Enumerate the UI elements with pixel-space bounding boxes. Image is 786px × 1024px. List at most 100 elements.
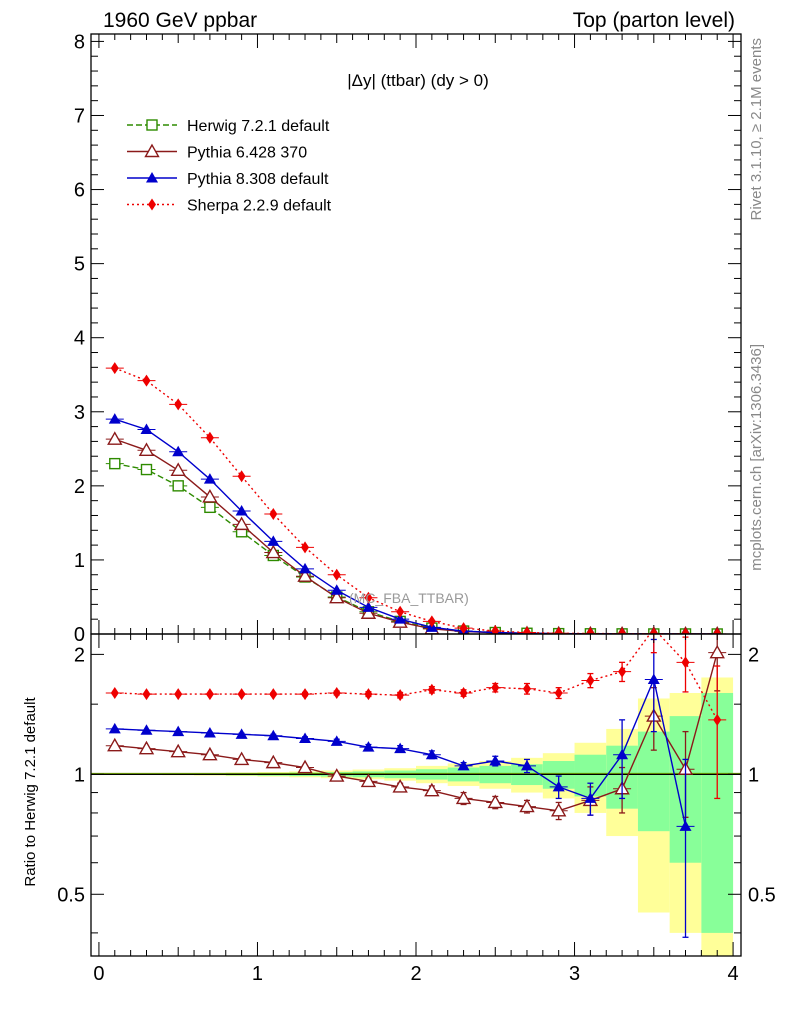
ratio-point (108, 722, 121, 734)
ratio-point (487, 794, 503, 809)
ratio-ytick-label: 2 (74, 644, 85, 666)
main-point (172, 480, 184, 492)
main-ytick-label: 6 (74, 180, 85, 202)
ratio-point (235, 728, 248, 739)
main-point (142, 374, 151, 387)
ratio-y-axis: 0.5 0.5 1 1 2 2 (57, 644, 776, 934)
ratio-ytick-label: 0.5 (57, 884, 85, 906)
ratio-point (491, 681, 500, 694)
main-ytick-label: 0 (74, 624, 85, 646)
legend-entry: Pythia 6.428 370 (127, 143, 307, 162)
ratio-xtick-label: 2 (410, 963, 421, 985)
main-ytick-label: 5 (74, 254, 85, 276)
main-point (459, 622, 468, 634)
ratio-point (330, 735, 343, 746)
legend: Herwig 7.2.1 default Pythia 6.428 370 Pyth… (127, 118, 332, 215)
ratio-point (202, 746, 218, 761)
main-point (174, 398, 183, 411)
main-point (649, 627, 658, 634)
main-series-line-0 (114, 462, 718, 634)
main-ytick-label: 2 (74, 476, 85, 498)
ratio-point (142, 688, 151, 701)
main-ytick-label: 3 (74, 402, 85, 424)
watermark: (MC_FBA_TTBAR) (349, 590, 469, 606)
ratio-point (110, 686, 119, 699)
ratio-point (427, 683, 436, 696)
ratio-series-group (91, 634, 741, 956)
main-point (301, 541, 310, 554)
ratio-point (709, 644, 725, 659)
main-point (330, 584, 343, 595)
main-point (203, 473, 216, 484)
ratio-point (107, 737, 123, 752)
legend-marker (146, 172, 158, 183)
ratio-ytick-label-right: 2 (748, 644, 759, 666)
ratio-point (552, 780, 565, 792)
ratio-point (455, 790, 472, 805)
ratio-point (138, 740, 155, 755)
ratio-xtick-label: 0 (93, 963, 104, 985)
ratio-point (424, 782, 440, 797)
legend-marker (144, 143, 160, 158)
main-point (329, 589, 345, 604)
main-ytick-label: 7 (74, 105, 85, 127)
ratio-point (459, 686, 468, 699)
ratio-point (205, 688, 214, 701)
legend-label: Pythia 8.308 default (187, 171, 329, 188)
legend-label: Pythia 6.428 370 (187, 145, 307, 162)
legend-marker (146, 119, 158, 131)
ratio-point (299, 732, 312, 744)
legend-entry: Pythia 8.308 default (127, 171, 329, 188)
main-point (109, 457, 121, 470)
ratio-point (362, 741, 375, 752)
ratio-point (396, 689, 405, 702)
main-point (235, 505, 248, 516)
ratio-point (554, 686, 563, 699)
ratio-point (394, 742, 407, 754)
ratio-point (269, 688, 278, 701)
main-point (205, 431, 214, 444)
main-point (297, 568, 313, 582)
header-right: Top (parton level) (573, 9, 735, 32)
main-point (618, 627, 627, 634)
ratio-point (550, 802, 567, 817)
ratio-x-axis: 0 1 2 3 4 (93, 634, 739, 985)
ratio-xtick-label: 1 (252, 963, 263, 985)
main-point (362, 601, 375, 612)
ratio-ytick-label: 1 (74, 764, 85, 786)
legend-entry: Sherpa 2.2.9 default (127, 198, 332, 215)
main-point (427, 615, 436, 628)
ratio-point (647, 673, 660, 684)
main-point (110, 362, 119, 375)
ratio-point (519, 798, 535, 813)
main-ytick-label: 4 (74, 328, 85, 350)
main-point (202, 489, 218, 503)
ratio-point (489, 755, 502, 766)
ratio-point (170, 743, 186, 758)
side-rivet: Rivet 3.1.10, ≥ 2.1M events (748, 38, 765, 221)
main-point (237, 470, 246, 483)
ratio-xtick-label: 4 (728, 963, 739, 985)
ratio-point (174, 688, 183, 701)
ratio-xtick-label: 3 (569, 963, 580, 985)
main-plot: 0 1 2 3 4 5 6 7 8 (74, 31, 741, 646)
ratio-point (237, 688, 246, 701)
ratio-point (233, 751, 250, 766)
ratio-point (267, 729, 280, 741)
main-point (586, 627, 595, 634)
ratio-point (360, 773, 377, 788)
legend-marker (148, 198, 156, 211)
legend-entry: Herwig 7.2.1 default (127, 118, 330, 135)
ratio-point (586, 674, 595, 687)
main-point (554, 627, 563, 634)
ratio-point (584, 792, 597, 803)
ratio-plot: 0.5 0.5 1 1 2 2 0 1 2 3 4 (57, 634, 776, 985)
ratio-point (301, 688, 310, 701)
main-point (140, 463, 153, 476)
ratio-point (265, 754, 282, 769)
ratio-point (520, 759, 533, 771)
ratio-point (713, 713, 722, 726)
main-point (204, 501, 216, 514)
legend-label: Herwig 7.2.1 default (187, 118, 330, 135)
